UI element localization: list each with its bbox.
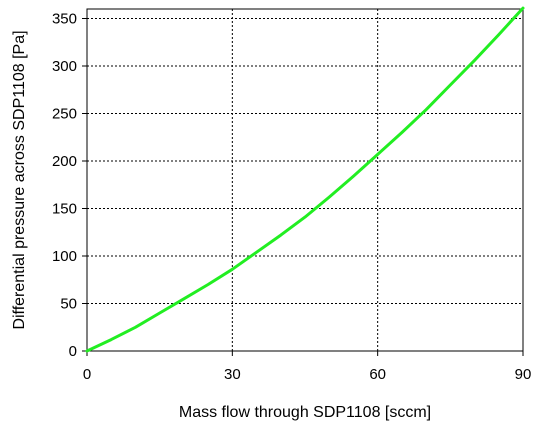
x-axis-label: Mass flow through SDP1108 [sccm]	[179, 404, 431, 421]
series-line	[85, 6, 525, 353]
y-tick-label: 200	[52, 153, 77, 170]
x-tick-label: 60	[369, 366, 386, 383]
x-tick-label: 30	[224, 366, 241, 383]
y-tick-label: 0	[69, 343, 77, 360]
y-tick-labels: 0 50 100 150 200 250 300 350	[52, 11, 77, 361]
x-tick-labels: 0 30 60 90	[83, 366, 532, 383]
grid-lines	[87, 9, 523, 351]
x-tick-label: 90	[515, 366, 532, 383]
y-tick-label: 50	[60, 296, 77, 313]
plot-frame	[86, 8, 524, 352]
y-tick-label: 150	[52, 201, 77, 218]
series-layer	[85, 6, 525, 353]
axis-ticks	[82, 18, 524, 356]
y-tick-label: 300	[52, 58, 77, 75]
y-axis-label: Differential pressure across SDP1108 [Pa…	[11, 30, 28, 329]
y-tick-label: 350	[52, 11, 77, 28]
y-tick-label: 100	[52, 248, 77, 265]
x-tick-label: 0	[83, 366, 91, 383]
y-tick-label: 250	[52, 106, 77, 123]
